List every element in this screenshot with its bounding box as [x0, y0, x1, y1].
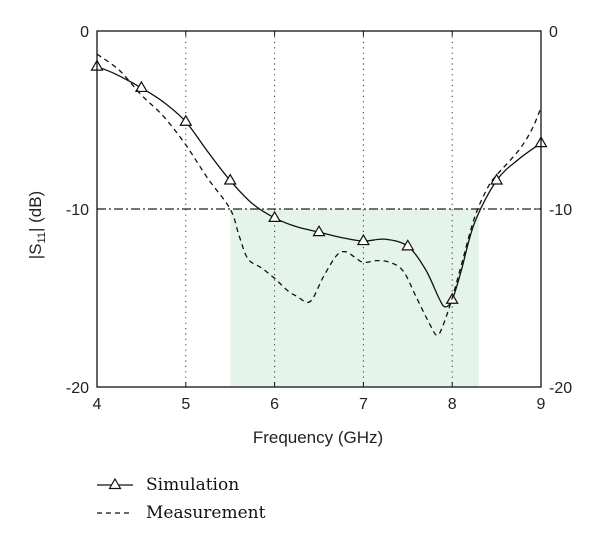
series-simulation-marker [134, 80, 148, 93]
series-simulation-marker [223, 173, 237, 185]
legend-simulation-marker [108, 477, 122, 490]
y-tick-label-right: -20 [549, 380, 572, 397]
x-tick-label: 5 [181, 396, 190, 413]
x-tick-label: 4 [93, 396, 102, 413]
series-simulation-marker [356, 233, 370, 246]
series-simulation-marker [401, 239, 415, 251]
series-simulation-marker [312, 224, 326, 237]
legend-simulation-label: Simulation [146, 475, 239, 495]
y-axis-label-subscript: 11 [36, 232, 48, 243]
series [90, 53, 548, 337]
bandwidth-band-rect [230, 209, 479, 387]
y-tick-label-left: 0 [80, 24, 89, 41]
bandwidth-band [230, 209, 479, 387]
x-tick-label: 6 [270, 396, 279, 413]
y-axis-label: |S11| (dB) [26, 191, 48, 259]
x-tick-label: 9 [537, 396, 546, 413]
y-axis-label-tail: | (dB) [26, 191, 45, 232]
x-tick-label: 7 [359, 396, 368, 413]
y-axis-label-main: |S [26, 243, 45, 259]
y-tick-label-right: -10 [549, 202, 572, 219]
legend: Simulation Measurement [97, 475, 266, 523]
y-tick-label-right: 0 [549, 24, 558, 41]
y-tick-label-left: -20 [66, 380, 89, 397]
x-axis-label: Frequency (GHz) [253, 428, 383, 447]
series-simulation-marker [268, 210, 282, 222]
series-simulation-marker [179, 114, 193, 126]
ticks: 4 5 6 7 8 9 0 0 -10 -10 -20 -20 [66, 24, 572, 413]
x-tick-label: 8 [448, 396, 457, 413]
y-tick-label-left: -10 [66, 202, 89, 219]
legend-measurement-label: Measurement [146, 503, 266, 523]
